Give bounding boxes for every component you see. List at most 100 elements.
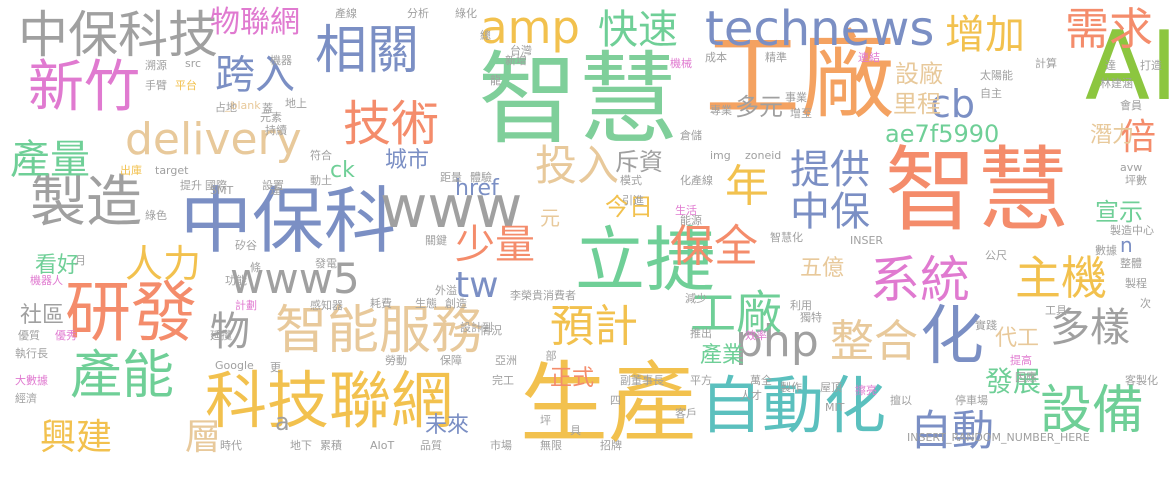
cloud-word: 多元 [735, 93, 783, 121]
cloud-word: 體驗 [470, 171, 492, 184]
cloud-word: 設置 [262, 179, 284, 192]
cloud-word: 興建 [40, 417, 113, 458]
cloud-word: 因應 [1015, 371, 1037, 384]
cloud-word: 中保科技 [18, 6, 218, 64]
cloud-word: 立捷 [575, 219, 715, 301]
cloud-word: 計劃 [235, 299, 257, 312]
cloud-word: 斥資 [615, 148, 663, 176]
cloud-word: 月 [75, 254, 86, 267]
cloud-word: 發展 [985, 365, 1042, 398]
cloud-word: 層 [185, 417, 222, 458]
cloud-word: 相關 [315, 21, 420, 81]
cloud-word: 設廠 [895, 60, 943, 88]
cloud-word: 智慧化 [770, 231, 803, 244]
cloud-word: 數據 [1095, 244, 1117, 257]
cloud-word: www [380, 173, 523, 241]
cloud-word: 無限 [540, 439, 562, 452]
cloud-word: 擦亮 [855, 384, 877, 397]
cloud-word: _blank [225, 99, 261, 112]
cloud-word: 次 [1140, 297, 1151, 310]
cloud-word: 增至 [790, 107, 812, 120]
cloud-word: AI [1085, 12, 1175, 122]
cloud-word: ck [330, 158, 355, 183]
cloud-word: 設計到 [460, 321, 493, 334]
cloud-word: 招牌 [600, 439, 622, 452]
cloud-word: 能源 [680, 214, 702, 227]
cloud-word: 模式 [620, 174, 642, 187]
cloud-word: 工具 [1045, 304, 1067, 317]
cloud-word: 持續 [265, 124, 287, 137]
cloud-word: cb [930, 82, 976, 126]
cloud-word: 李榮貴消費者 [510, 289, 576, 302]
cloud-word: 技術 [343, 96, 440, 152]
cloud-word: 綠化 [455, 7, 477, 20]
cloud-word: 平方 [690, 374, 712, 387]
cloud-word: 效率 [745, 329, 767, 342]
cloud-word: 製程 [1125, 277, 1147, 290]
cloud-word: 距量 [440, 171, 462, 184]
cloud-word: php [735, 316, 819, 367]
cloud-word: 擅以 [890, 394, 912, 407]
cloud-word: 設備 [1040, 381, 1145, 441]
cloud-word: 產線 [335, 7, 357, 20]
cloud-word: 機器人 [30, 274, 63, 287]
cloud-word: 製造中心 [1110, 224, 1154, 237]
cloud-word: 投入 [535, 141, 620, 190]
cloud-word: 多樣 [1050, 305, 1130, 351]
cloud-word: 提升 [180, 179, 202, 192]
cloud-word: 智慧 [885, 137, 1070, 244]
cloud-word: 萬全 [750, 374, 772, 387]
cloud-word: 獨特 [800, 311, 822, 324]
cloud-word: 提供 [790, 147, 870, 193]
cloud-word: 平台 [175, 79, 197, 92]
cloud-word: 引進 [622, 194, 644, 207]
cloud-word: 產業 [700, 343, 745, 368]
cloud-word: MIT [825, 401, 845, 414]
cloud-word: 自動 [910, 406, 995, 455]
cloud-word: 生產 [520, 352, 697, 455]
cloud-word: AIoT [370, 439, 395, 452]
cloud-word: 保全 [670, 221, 758, 272]
cloud-word: 停車場 [955, 394, 988, 407]
cloud-word: 宣示 [1095, 198, 1143, 226]
cloud-word: 地下 [290, 439, 312, 452]
cloud-word: 矽谷 [235, 239, 257, 252]
cloud-word: 副董事長 [620, 374, 664, 387]
cloud-word: 新竹 [28, 55, 140, 120]
cloud-word: 總 [480, 29, 491, 42]
cloud-word: 條 [250, 261, 261, 274]
cloud-word: 推出 [690, 327, 712, 340]
cloud-word: 坪 [540, 414, 551, 427]
cloud-word: 成本 [705, 51, 727, 64]
cloud-word: 林建涵 [1100, 77, 1133, 90]
cloud-word: 倍 [1120, 117, 1157, 158]
cloud-word: src [185, 57, 202, 70]
cloud-word: n [1120, 233, 1133, 257]
cloud-word: 里程 [893, 90, 941, 118]
cloud-word: 研發 [65, 274, 197, 351]
cloud-word: 會員 [1120, 99, 1142, 112]
cloud-word: 自動化 [700, 369, 887, 442]
cloud-word: 預計 [550, 301, 638, 352]
cloud-word: ae7f5990 [885, 120, 1000, 148]
cloud-word: 看好 [35, 253, 80, 278]
cloud-word: 公尺 [985, 249, 1007, 262]
cloud-word: 機械 [670, 57, 692, 70]
cloud-word: 提高 [1010, 354, 1032, 367]
cloud-word: 累積 [320, 439, 342, 452]
cloud-word: 優秀 [55, 329, 77, 342]
cloud-word: 亞洲 [495, 354, 517, 367]
cloud-word: 化產線 [680, 174, 713, 187]
cloud-word: 中保 [790, 189, 870, 235]
cloud-word: 生活 [675, 204, 697, 217]
cloud-word: www5 [230, 254, 360, 303]
cloud-word: 執行長 [15, 347, 48, 360]
cloud-word: 減少 [685, 292, 707, 305]
cloud-word: 專業 [710, 104, 732, 117]
cloud-word: 工廠 [705, 22, 896, 132]
cloud-word: 新增 [505, 54, 527, 67]
cloud-word: 功能 [225, 274, 247, 287]
cloud-word: delivery [125, 114, 302, 165]
cloud-word: 連結 [858, 51, 880, 64]
cloud-word: 利用 [790, 299, 812, 312]
